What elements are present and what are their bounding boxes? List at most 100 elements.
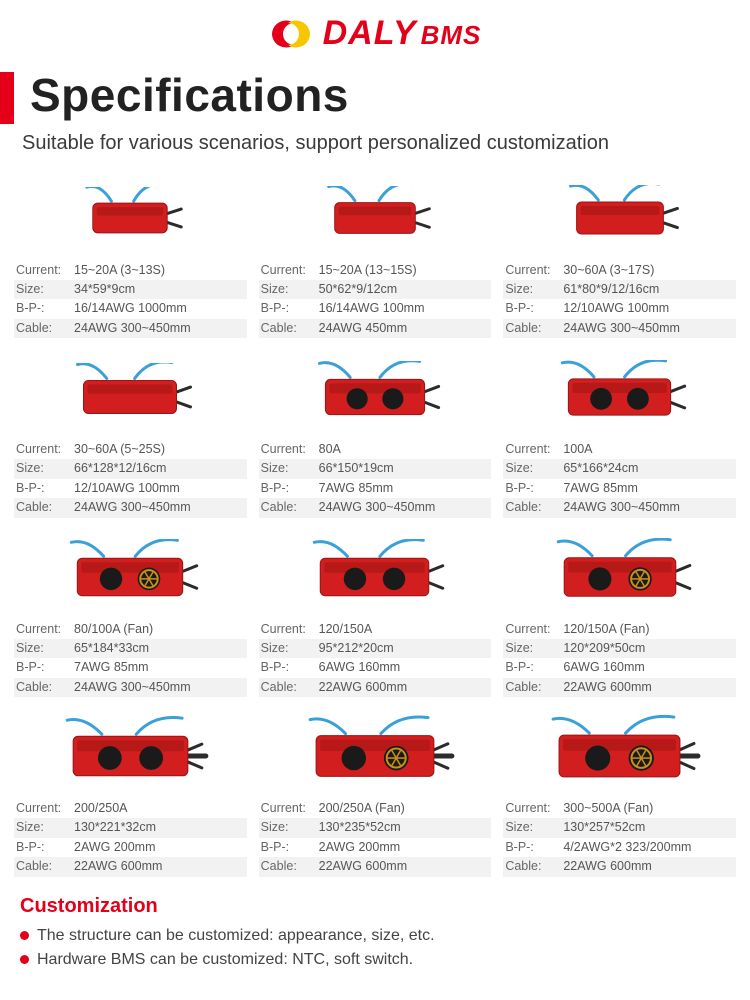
spec-key: Current: (16, 799, 74, 818)
spec-key: Cable: (505, 319, 563, 338)
spec-value: 30~60A (5~25S) (74, 440, 165, 459)
spec-value: 66*128*12/16cm (74, 459, 166, 478)
spec-value: 24AWG 300~450mm (74, 678, 191, 697)
spec-row-bp: B-P-:4/2AWG*2 323/200mm (503, 838, 736, 857)
spec-card: Current:200/250A (Fan)Size:130*235*52cmB… (253, 705, 498, 885)
spec-value: 80/100A (Fan) (74, 620, 153, 639)
spec-row-current: Current:200/250A (Fan) (259, 799, 492, 818)
spec-value: 130*235*52cm (319, 818, 401, 837)
logo-text: DALYBMS (323, 14, 482, 53)
spec-list: Current:30~60A (3~17S)Size:61*80*9/12/16… (503, 261, 736, 339)
spec-list: Current:200/250A (Fan)Size:130*235*52cmB… (259, 799, 492, 877)
spec-value: 7AWG 85mm (74, 658, 149, 677)
logo-icon (269, 17, 313, 51)
footer-bullet: Hardware BMS can be customized: NTC, sof… (20, 948, 730, 972)
spec-row-size: Size:50*62*9/12cm (259, 280, 492, 299)
spec-key: Current: (505, 799, 563, 818)
spec-value: 2AWG 200mm (74, 838, 156, 857)
spec-list: Current:30~60A (5~25S)Size:66*128*12/16c… (14, 440, 247, 518)
spec-value: 22AWG 600mm (319, 678, 407, 697)
spec-row-cable: Cable:22AWG 600mm (14, 857, 247, 876)
spec-row-size: Size:95*212*20cm (259, 639, 492, 658)
page-title: Specifications (30, 68, 728, 122)
spec-key: Cable: (505, 498, 563, 517)
spec-key: Size: (505, 459, 563, 478)
spec-key: Size: (505, 639, 563, 658)
spec-key: Size: (261, 280, 319, 299)
spec-key: Size: (505, 280, 563, 299)
spec-value: 30~60A (3~17S) (563, 261, 654, 280)
spec-value: 12/10AWG 100mm (74, 479, 180, 498)
spec-card: Current:80ASize:66*150*19cmB-P-:7AWG 85m… (253, 346, 498, 526)
spec-key: B-P-: (261, 658, 319, 677)
spec-row-size: Size:66*128*12/16cm (14, 459, 247, 478)
spec-card: Current:15~20A (3~13S)Size:34*59*9cmB-P-… (8, 167, 253, 347)
spec-card: Current:120/150ASize:95*212*20cmB-P-:6AW… (253, 526, 498, 706)
spec-row-current: Current:80A (259, 440, 492, 459)
spec-key: Current: (261, 440, 319, 459)
product-image (14, 530, 247, 616)
spec-value: 24AWG 300~450mm (563, 498, 680, 517)
spec-row-size: Size:61*80*9/12/16cm (503, 280, 736, 299)
spec-row-size: Size:65*166*24cm (503, 459, 736, 478)
spec-key: B-P-: (505, 658, 563, 677)
spec-value: 200/250A (Fan) (319, 799, 405, 818)
spec-row-cable: Cable:24AWG 300~450mm (503, 498, 736, 517)
footer-bullet: The structure can be customized: appeara… (20, 924, 730, 948)
spec-value: 22AWG 600mm (563, 857, 651, 876)
spec-value: 12/10AWG 100mm (563, 299, 669, 318)
spec-row-cable: Cable:22AWG 600mm (259, 678, 492, 697)
spec-row-size: Size:130*221*32cm (14, 818, 247, 837)
spec-value: 7AWG 85mm (319, 479, 394, 498)
product-image (503, 350, 736, 436)
spec-key: Size: (16, 280, 74, 299)
subtitle: Suitable for various scenarios, support … (0, 128, 750, 167)
spec-key: Cable: (261, 319, 319, 338)
spec-value: 6AWG 160mm (319, 658, 401, 677)
spec-value: 2AWG 200mm (319, 838, 401, 857)
spec-list: Current:200/250ASize:130*221*32cmB-P-:2A… (14, 799, 247, 877)
spec-value: 24AWG 300~450mm (563, 319, 680, 338)
spec-row-cable: Cable:24AWG 300~450mm (14, 678, 247, 697)
product-image (259, 171, 492, 257)
spec-key: Size: (16, 639, 74, 658)
spec-key: Current: (261, 261, 319, 280)
spec-key: Size: (505, 818, 563, 837)
spec-row-current: Current:30~60A (5~25S) (14, 440, 247, 459)
spec-row-cable: Cable:24AWG 300~450mm (14, 498, 247, 517)
spec-card: Current:200/250ASize:130*221*32cmB-P-:2A… (8, 705, 253, 885)
spec-row-bp: B-P-:7AWG 85mm (14, 658, 247, 677)
spec-value: 61*80*9/12/16cm (563, 280, 659, 299)
spec-key: B-P-: (505, 838, 563, 857)
spec-value: 22AWG 600mm (319, 857, 407, 876)
spec-row-size: Size:34*59*9cm (14, 280, 247, 299)
spec-key: B-P-: (261, 479, 319, 498)
spec-key: Current: (261, 799, 319, 818)
spec-row-bp: B-P-:12/10AWG 100mm (14, 479, 247, 498)
spec-key: Current: (505, 261, 563, 280)
spec-value: 80A (319, 440, 341, 459)
spec-list: Current:80ASize:66*150*19cmB-P-:7AWG 85m… (259, 440, 492, 518)
spec-key: B-P-: (261, 299, 319, 318)
spec-value: 6AWG 160mm (563, 658, 645, 677)
spec-row-bp: B-P-:16/14AWG 1000mm (14, 299, 247, 318)
spec-row-bp: B-P-:2AWG 200mm (259, 838, 492, 857)
spec-key: Cable: (505, 857, 563, 876)
spec-value: 24AWG 450mm (319, 319, 407, 338)
product-image (14, 171, 247, 257)
footer-bullet-text: The structure can be customized: appeara… (37, 924, 435, 948)
spec-key: Cable: (16, 498, 74, 517)
spec-key: Current: (16, 261, 74, 280)
footer: Customization The structure can be custo… (0, 885, 750, 988)
spec-value: 120/150A (319, 620, 373, 639)
spec-row-cable: Cable:24AWG 300~450mm (503, 319, 736, 338)
brand-logo: DALYBMS (269, 14, 482, 53)
spec-row-bp: B-P-:16/14AWG 100mm (259, 299, 492, 318)
spec-row-current: Current:120/150A (Fan) (503, 620, 736, 639)
spec-value: 34*59*9cm (74, 280, 135, 299)
spec-value: 50*62*9/12cm (319, 280, 398, 299)
spec-value: 100A (563, 440, 592, 459)
spec-row-bp: B-P-:7AWG 85mm (259, 479, 492, 498)
spec-key: B-P-: (505, 299, 563, 318)
spec-value: 65*184*33cm (74, 639, 149, 658)
